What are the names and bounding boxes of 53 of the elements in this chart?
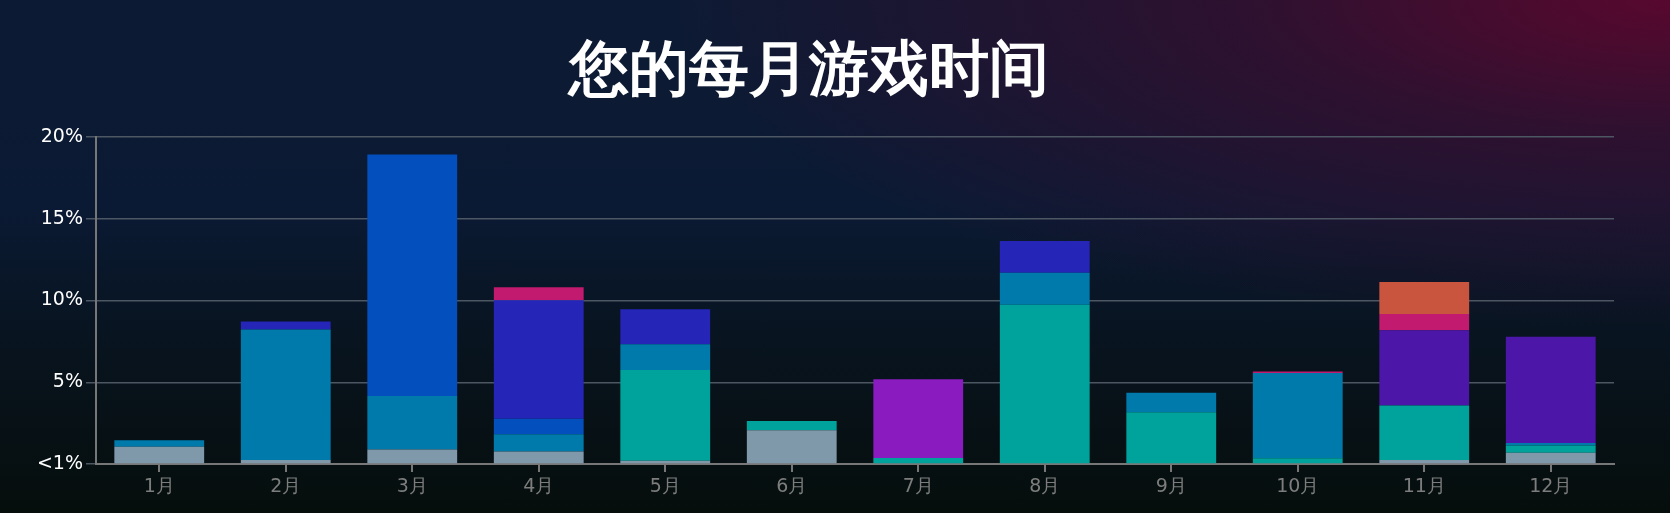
x-tick-label: 7月	[902, 474, 934, 497]
bar	[1505, 445, 1596, 453]
bar	[240, 329, 331, 461]
bar	[620, 309, 711, 345]
y-tick-label: 5%	[52, 369, 83, 392]
bar	[240, 460, 331, 464]
bar	[1505, 336, 1596, 443]
x-tick-label: 11月	[1402, 474, 1446, 497]
x-tick-label: 5月	[649, 474, 681, 497]
bar	[1126, 412, 1217, 464]
bar	[1252, 372, 1343, 459]
chart-title: 您的每月游戏时间	[566, 33, 1050, 103]
x-tick-label: 10月	[1276, 474, 1320, 497]
bar	[873, 379, 964, 458]
bar	[493, 287, 584, 301]
bar	[873, 457, 964, 464]
bar	[1505, 452, 1596, 464]
x-tick-label: 12月	[1529, 474, 1573, 497]
bar	[493, 418, 584, 435]
bar	[1379, 405, 1470, 460]
bar	[493, 434, 584, 452]
bar	[367, 154, 458, 396]
bar	[1379, 330, 1470, 406]
x-tick-label: 8月	[1029, 474, 1061, 497]
bar	[1379, 282, 1470, 315]
x-tick-label: 9月	[1155, 474, 1187, 497]
bar	[1379, 314, 1470, 331]
x-tick-label: 1月	[143, 474, 175, 497]
bar	[620, 344, 711, 370]
bar	[493, 451, 584, 464]
bar	[114, 446, 205, 464]
y-tick-label: 20%	[40, 123, 83, 146]
bar	[1505, 442, 1596, 446]
bar	[746, 421, 837, 431]
bar	[367, 395, 458, 450]
bar	[114, 440, 205, 447]
y-tick-label: 10%	[40, 287, 83, 310]
x-tick-label: 6月	[776, 474, 808, 497]
x-tick-label: 4月	[523, 474, 555, 497]
bar	[620, 369, 711, 461]
bar	[999, 272, 1090, 305]
bar	[1252, 458, 1343, 464]
x-tick-label: 3月	[396, 474, 428, 497]
bar	[1126, 392, 1217, 413]
x-tick-label: 2月	[270, 474, 302, 497]
bar	[1379, 459, 1470, 464]
bar	[999, 240, 1090, 273]
bar	[493, 300, 584, 419]
bar	[746, 430, 837, 464]
y-tick-label: 15%	[40, 205, 83, 228]
y-tick-label: <1%	[36, 450, 83, 473]
bar	[999, 304, 1090, 464]
bar	[367, 449, 458, 464]
